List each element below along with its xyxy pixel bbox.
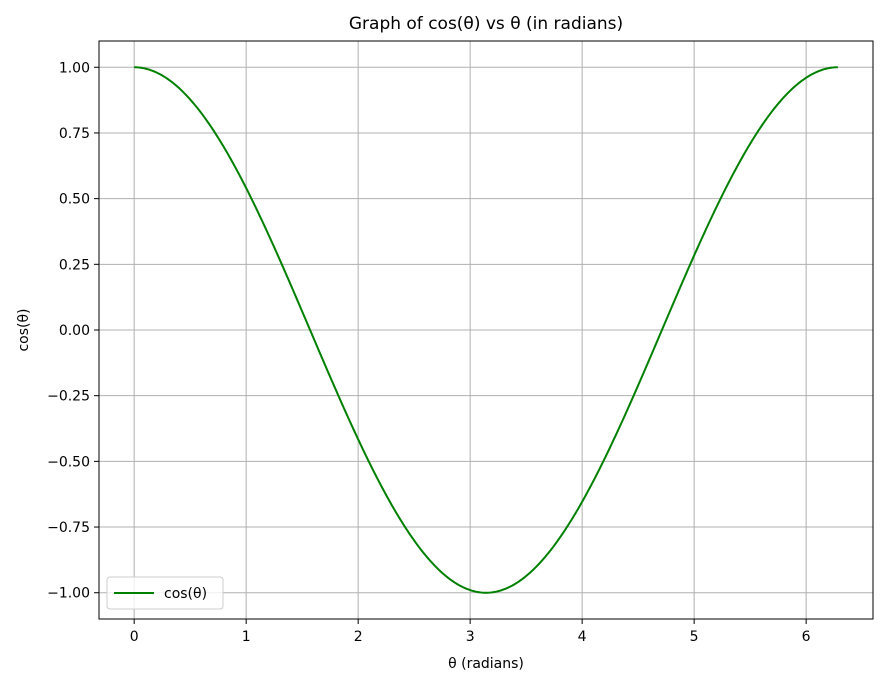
x-tick-label: 1 (242, 629, 251, 645)
x-tick-label: 5 (690, 629, 699, 645)
x-tick-label: 0 (130, 629, 139, 645)
y-tick-label: −0.50 (47, 454, 90, 470)
series-layer (134, 66, 838, 594)
y-tick-label: 0.00 (59, 323, 90, 339)
y-axis-ticks: 1.00 0.75 0.50 0.25 0.00 −0.25 −0.50 −0.75 −1.00 (47, 60, 99, 602)
y-tick-label: −0.75 (47, 520, 90, 536)
x-axis-ticks: 0 1 2 3 4 5 6 (130, 619, 811, 645)
x-tick-label: 3 (466, 629, 475, 645)
y-tick-label: 0.50 (59, 192, 90, 208)
y-tick-label: −0.25 (47, 389, 90, 405)
grid-lines (99, 41, 873, 619)
y-tick-label: 1.00 (59, 60, 90, 76)
x-axis-label: θ (radians) (448, 656, 524, 672)
y-tick-label: −1.00 (47, 586, 90, 602)
x-tick-label: 2 (354, 629, 363, 645)
y-axis-label: cos(θ) (16, 308, 32, 351)
legend-box (106, 576, 224, 610)
x-tick-label: 4 (578, 629, 587, 645)
legend: cos(θ) (106, 576, 224, 610)
series-line-cos (134, 66, 838, 594)
legend-label-cos: cos(θ) (164, 586, 207, 602)
y-tick-label: 0.75 (59, 126, 90, 142)
chart-title: Graph of cos(θ) vs θ (in radians) (349, 14, 623, 34)
x-tick-label: 6 (802, 629, 811, 645)
y-tick-label: 0.25 (59, 257, 90, 273)
